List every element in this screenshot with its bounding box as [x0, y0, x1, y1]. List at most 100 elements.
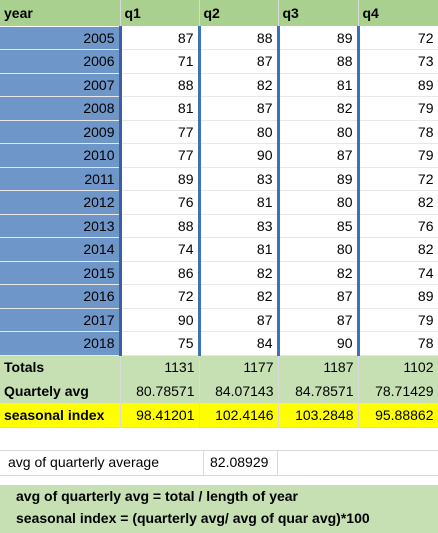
q2-cell[interactable]: 82 [199, 261, 280, 285]
quarterly-avg-q1[interactable]: 80.78571 [120, 379, 200, 403]
q3-cell[interactable]: 85 [278, 214, 360, 238]
q4-cell[interactable]: 73 [358, 49, 438, 74]
seasonal-index-q1[interactable]: 98.41201 [120, 403, 200, 427]
q3-cell[interactable]: 82 [278, 261, 360, 285]
q1-cell[interactable]: 88 [120, 73, 201, 97]
q1-cell[interactable]: 81 [120, 96, 201, 121]
q1-cell[interactable]: 90 [120, 308, 201, 332]
header-year[interactable]: year [0, 0, 121, 27]
q3-cell[interactable]: 81 [278, 73, 360, 97]
q2-cell[interactable]: 83 [199, 167, 280, 191]
q3-cell[interactable]: 87 [278, 308, 360, 332]
q3-cell[interactable]: 82 [278, 96, 360, 121]
q3-cell[interactable]: 80 [278, 237, 360, 262]
q2-cell[interactable]: 87 [199, 308, 280, 332]
q4-cell[interactable]: 79 [358, 143, 438, 168]
q2-cell[interactable]: 82 [199, 284, 280, 309]
year-cell[interactable]: 2018 [0, 331, 122, 356]
q2-cell[interactable]: 81 [199, 237, 280, 262]
year-cell[interactable]: 2015 [0, 261, 122, 285]
year-cell[interactable]: 2014 [0, 237, 122, 262]
q3-cell[interactable]: 88 [278, 49, 360, 74]
q4-cell[interactable]: 78 [358, 331, 438, 356]
seasonal-index-q2[interactable]: 102.4146 [199, 403, 279, 427]
avg-of-quarterly-value[interactable]: 82.08929 [204, 451, 278, 475]
avg-of-quarterly-label[interactable]: avg of quarterly average [0, 451, 204, 475]
q4-cell[interactable]: 72 [358, 167, 438, 191]
q4-cell[interactable]: 78 [358, 120, 438, 144]
quarterly-avg-q3[interactable]: 84.78571 [278, 379, 359, 403]
q1-cell[interactable]: 72 [120, 284, 201, 309]
year-cell[interactable]: 2010 [0, 143, 122, 168]
note-line-2: seasonal index = (quarterly avg/ avg of … [16, 510, 370, 526]
q4-cell[interactable]: 79 [358, 96, 438, 121]
table-row: 2009 77 80 80 78 [0, 120, 438, 144]
q4-cell[interactable]: 72 [358, 26, 438, 50]
totals-q4[interactable]: 1102 [358, 355, 438, 379]
year-cell[interactable]: 2011 [0, 167, 122, 191]
q2-cell[interactable]: 84 [199, 331, 280, 356]
totals-label[interactable]: Totals [0, 355, 121, 379]
q2-cell[interactable]: 83 [199, 214, 280, 238]
quarterly-avg-label[interactable]: Quartely avg [0, 379, 121, 403]
q1-cell[interactable]: 89 [120, 167, 201, 191]
q1-cell[interactable]: 77 [120, 120, 201, 144]
q4-cell[interactable]: 89 [358, 73, 438, 97]
formula-notes[interactable]: avg of quarterly avg = total / length of… [0, 485, 438, 533]
header-q2[interactable]: q2 [199, 0, 279, 27]
totals-q3[interactable]: 1187 [278, 355, 359, 379]
year-cell[interactable]: 2016 [0, 284, 122, 309]
year-cell[interactable]: 2007 [0, 73, 122, 97]
q2-cell[interactable]: 90 [199, 143, 280, 168]
q4-cell[interactable]: 79 [358, 308, 438, 332]
year-cell[interactable]: 2006 [0, 49, 122, 74]
empty-row[interactable] [0, 427, 438, 450]
q1-cell[interactable]: 74 [120, 237, 201, 262]
q2-cell[interactable]: 81 [199, 190, 280, 215]
q4-cell[interactable]: 82 [358, 237, 438, 262]
year-cell[interactable]: 2005 [0, 26, 122, 50]
year-cell[interactable]: 2012 [0, 190, 122, 215]
q4-cell[interactable]: 76 [358, 214, 438, 238]
q3-cell[interactable]: 89 [278, 26, 360, 50]
quarterly-avg-q2[interactable]: 84.07143 [199, 379, 279, 403]
q3-cell[interactable]: 87 [278, 284, 360, 309]
quarterly-avg-q4[interactable]: 78.71429 [358, 379, 438, 403]
table-row: 2007 88 82 81 89 [0, 73, 438, 97]
q2-cell[interactable]: 82 [199, 73, 280, 97]
q1-cell[interactable]: 71 [120, 49, 201, 74]
q1-cell[interactable]: 76 [120, 190, 201, 215]
q3-cell[interactable]: 89 [278, 167, 360, 191]
q4-cell[interactable]: 82 [358, 190, 438, 215]
q1-cell[interactable]: 87 [120, 26, 201, 50]
year-cell[interactable]: 2008 [0, 96, 122, 121]
q3-cell[interactable]: 90 [278, 331, 360, 356]
year-cell[interactable]: 2017 [0, 308, 122, 332]
q2-cell[interactable]: 87 [199, 49, 280, 74]
header-row: year q1 q2 q3 q4 [0, 0, 438, 27]
q1-cell[interactable]: 88 [120, 214, 201, 238]
header-q4[interactable]: q4 [358, 0, 438, 27]
q3-cell[interactable]: 80 [278, 120, 360, 144]
q3-cell[interactable]: 87 [278, 143, 360, 168]
q4-cell[interactable]: 74 [358, 261, 438, 285]
q1-cell[interactable]: 77 [120, 143, 201, 168]
year-cell[interactable]: 2009 [0, 120, 122, 144]
totals-q1[interactable]: 1131 [120, 355, 200, 379]
totals-q2[interactable]: 1177 [199, 355, 279, 379]
table-row: 2013 88 83 85 76 [0, 214, 438, 238]
header-q1[interactable]: q1 [120, 0, 200, 27]
table-row: 2008 81 87 82 79 [0, 96, 438, 121]
seasonal-index-q4[interactable]: 95.88862 [358, 403, 438, 427]
year-cell[interactable]: 2013 [0, 214, 122, 238]
q1-cell[interactable]: 86 [120, 261, 201, 285]
q1-cell[interactable]: 75 [120, 331, 201, 356]
q4-cell[interactable]: 89 [358, 284, 438, 309]
q2-cell[interactable]: 80 [199, 120, 280, 144]
q3-cell[interactable]: 80 [278, 190, 360, 215]
seasonal-index-q3[interactable]: 103.2848 [278, 403, 359, 427]
seasonal-index-label[interactable]: seasonal index [0, 403, 121, 427]
header-q3[interactable]: q3 [278, 0, 359, 27]
q2-cell[interactable]: 87 [199, 96, 280, 121]
q2-cell[interactable]: 88 [199, 26, 280, 50]
